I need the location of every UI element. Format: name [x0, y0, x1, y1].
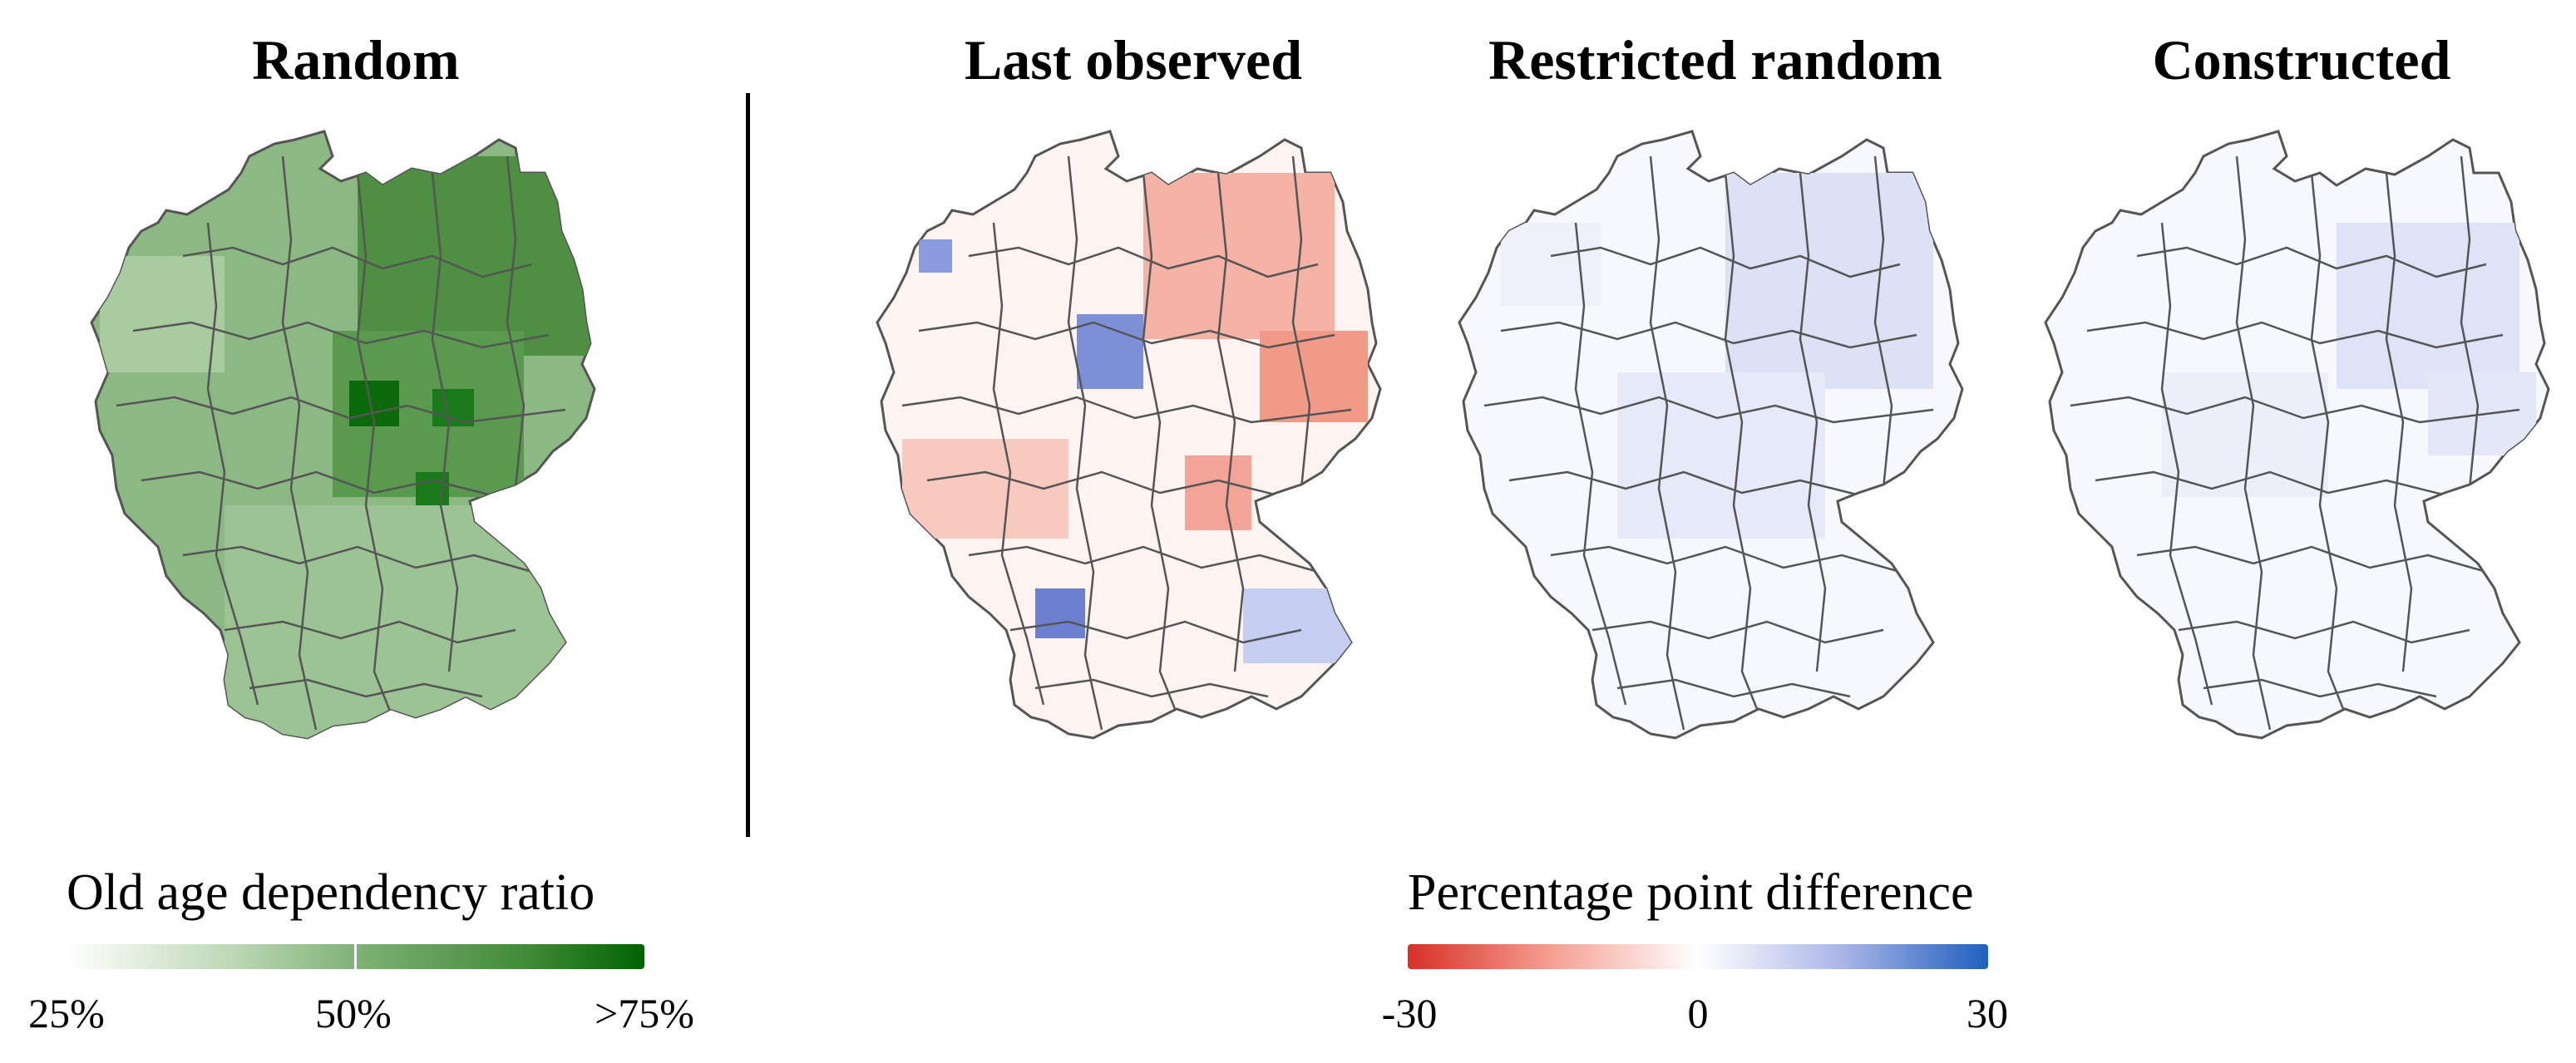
- legend-tick-pos30: 30: [1967, 990, 2008, 1036]
- map-last-observed: [876, 130, 1382, 740]
- legend-tick-high: >75%: [595, 990, 694, 1036]
- legend-title-pp-difference: Percentage point difference: [1408, 864, 1974, 921]
- legend-title-dependency-ratio: Old age dependency ratio: [67, 864, 595, 921]
- panel-divider: [746, 93, 750, 837]
- legend-tick-zero: 0: [1687, 990, 1709, 1036]
- panel-title-constructed: Constructed: [2152, 28, 2451, 91]
- map-restricted-random: [1458, 130, 1964, 740]
- legend-tick-mark-green: [354, 944, 357, 969]
- panel-title-restricted-random: Restricted random: [1488, 28, 1942, 91]
- legend-bar-diverging: [1408, 944, 1988, 969]
- map-constructed: [2044, 130, 2550, 740]
- panel-title-random: Random: [252, 28, 460, 91]
- panel-title-last-observed: Last observed: [964, 28, 1303, 91]
- legend-tick-neg30: -30: [1381, 990, 1438, 1036]
- map-random: [90, 130, 596, 740]
- legend-tick-mid: 50%: [315, 990, 392, 1036]
- legend-tick-low: 25%: [28, 990, 105, 1036]
